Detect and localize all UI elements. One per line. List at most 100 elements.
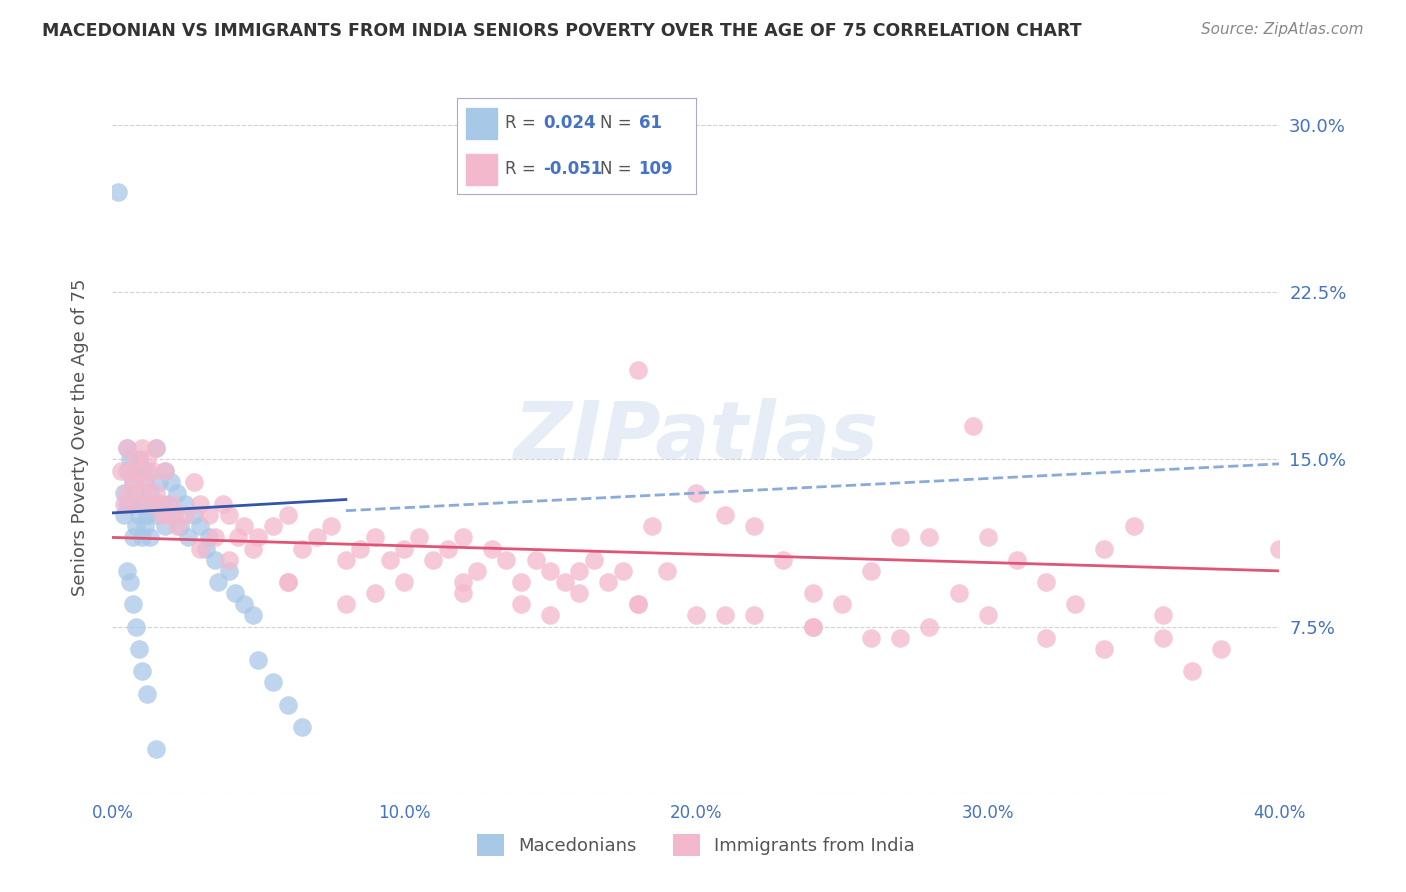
Point	[148, 497, 170, 511]
Point	[437, 541, 460, 556]
Point	[115, 464, 138, 478]
Point	[115, 564, 138, 578]
Point	[128, 508, 150, 523]
Point	[118, 464, 141, 478]
Point	[1209, 642, 1232, 657]
Point	[538, 564, 561, 578]
Point	[153, 464, 176, 478]
Point	[291, 541, 314, 556]
Point	[742, 519, 765, 533]
Point	[183, 508, 205, 523]
Point	[188, 541, 211, 556]
Point	[742, 608, 765, 623]
Point	[801, 619, 824, 633]
Point	[422, 552, 444, 567]
Point	[125, 464, 148, 478]
Point	[321, 519, 343, 533]
Point	[136, 508, 159, 523]
Point	[655, 564, 678, 578]
Point	[118, 575, 141, 590]
Point	[714, 608, 737, 623]
Text: Source: ZipAtlas.com: Source: ZipAtlas.com	[1201, 22, 1364, 37]
Point	[538, 608, 561, 623]
Point	[197, 530, 219, 544]
Point	[962, 418, 984, 433]
Point	[150, 508, 173, 523]
Point	[226, 530, 249, 544]
Point	[1181, 664, 1204, 679]
Point	[451, 575, 474, 590]
Point	[451, 586, 474, 600]
Point	[125, 485, 148, 500]
Point	[131, 664, 153, 679]
Point	[465, 564, 488, 578]
Point	[188, 497, 211, 511]
Point	[918, 619, 941, 633]
Point	[197, 508, 219, 523]
Point	[714, 508, 737, 523]
Point	[139, 530, 162, 544]
Point	[582, 552, 605, 567]
Point	[1094, 541, 1116, 556]
Point	[524, 552, 547, 567]
Point	[378, 552, 401, 567]
Point	[160, 497, 183, 511]
Point	[242, 608, 264, 623]
Point	[276, 698, 298, 712]
Point	[801, 586, 824, 600]
Point	[860, 631, 883, 645]
Point	[174, 497, 197, 511]
Point	[139, 497, 162, 511]
Point	[1035, 575, 1057, 590]
Point	[142, 464, 165, 478]
Point	[831, 598, 853, 612]
Point	[976, 530, 998, 544]
Point	[118, 497, 141, 511]
Legend: Macedonians, Immigrants from India: Macedonians, Immigrants from India	[470, 827, 922, 863]
Point	[112, 508, 135, 523]
Point	[335, 552, 357, 567]
Point	[364, 586, 387, 600]
Point	[568, 564, 591, 578]
Point	[685, 608, 707, 623]
Point	[112, 497, 135, 511]
Point	[218, 508, 240, 523]
Point	[145, 742, 167, 756]
Point	[218, 552, 240, 567]
Point	[194, 541, 217, 556]
Point	[394, 575, 416, 590]
Point	[125, 619, 148, 633]
Point	[218, 564, 240, 578]
Point	[1152, 631, 1174, 645]
Point	[1152, 608, 1174, 623]
Point	[112, 485, 135, 500]
Point	[860, 564, 883, 578]
Point	[131, 497, 153, 511]
Point	[918, 530, 941, 544]
Point	[276, 575, 298, 590]
Point	[568, 586, 591, 600]
Point	[115, 497, 138, 511]
Point	[641, 519, 664, 533]
Point	[1064, 598, 1087, 612]
Point	[948, 586, 970, 600]
Point	[889, 530, 911, 544]
Point	[276, 508, 298, 523]
Point	[107, 185, 129, 199]
Point	[145, 442, 167, 455]
Point	[509, 575, 531, 590]
Point	[183, 475, 205, 489]
Point	[110, 464, 132, 478]
Point	[207, 575, 229, 590]
Point	[177, 530, 200, 544]
Point	[125, 452, 148, 467]
Point	[1035, 631, 1057, 645]
Point	[125, 519, 148, 533]
Point	[451, 530, 474, 544]
Point	[166, 485, 188, 500]
Point	[122, 475, 145, 489]
Point	[554, 575, 576, 590]
Point	[122, 598, 145, 612]
Point	[509, 598, 531, 612]
Point	[128, 452, 150, 467]
